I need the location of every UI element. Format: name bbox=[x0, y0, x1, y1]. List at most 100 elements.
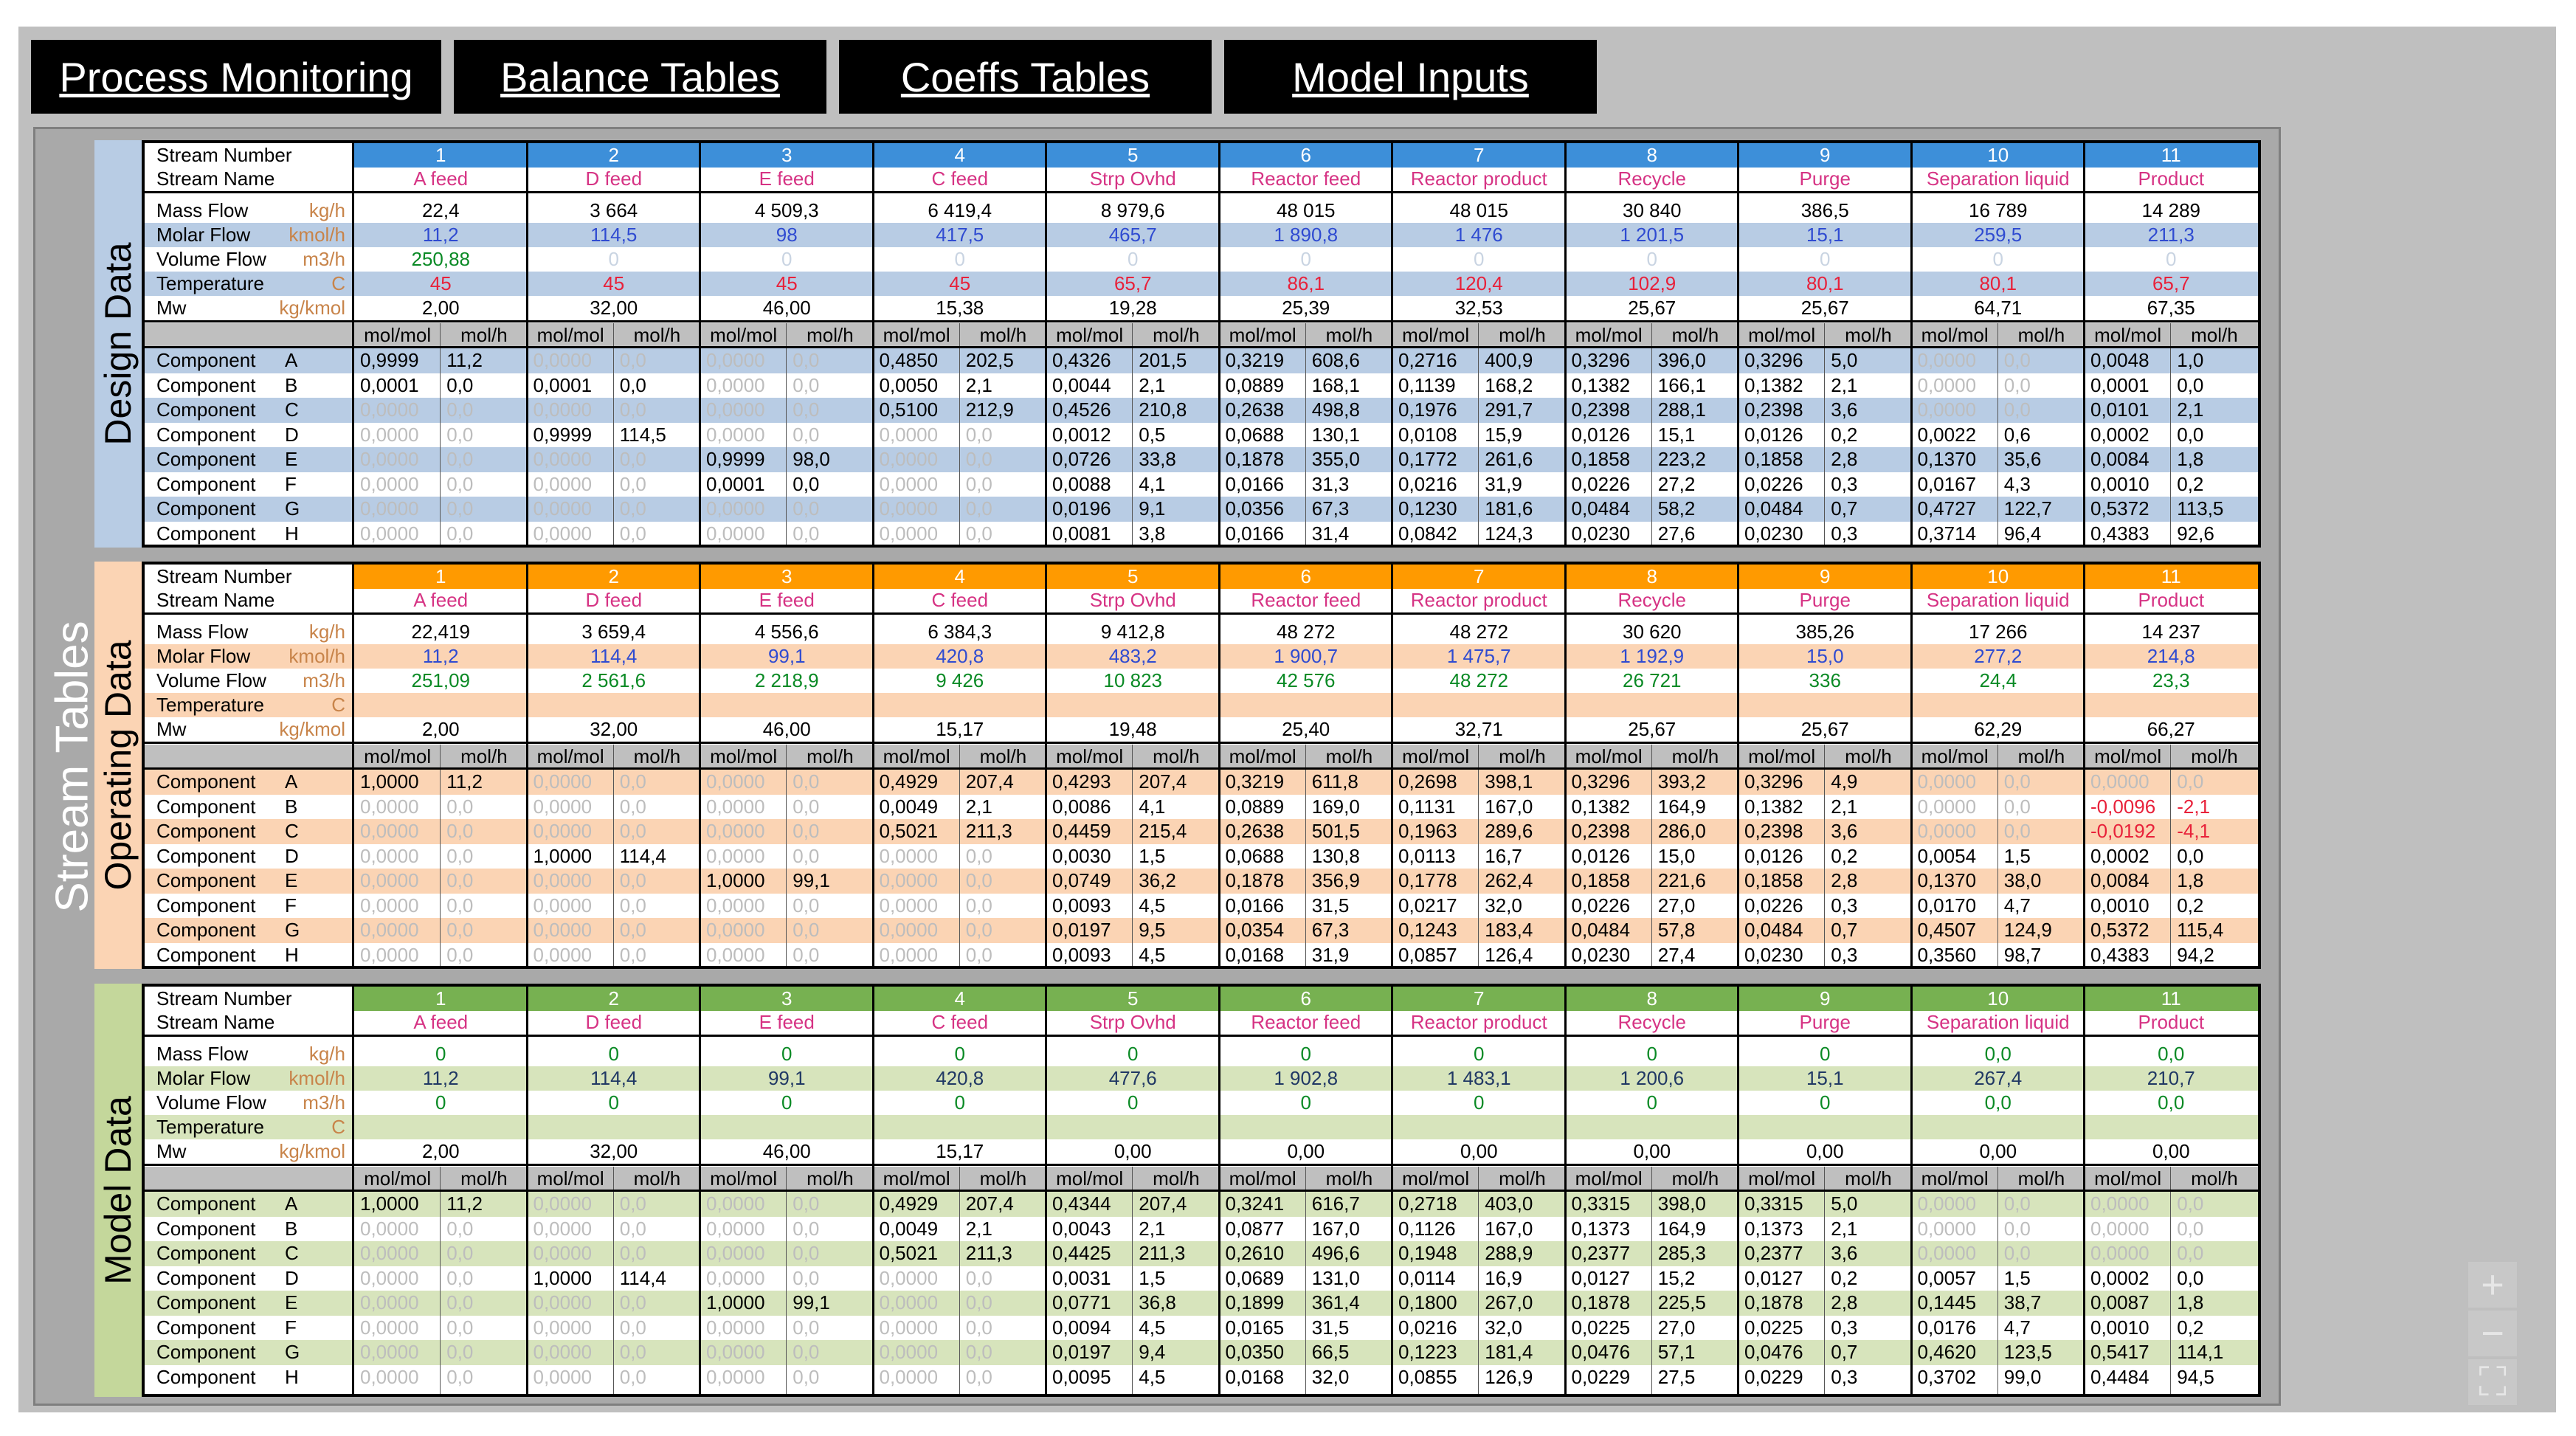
molfrac-value: 0,0000 bbox=[360, 1341, 419, 1363]
stream-number-cell: 7 bbox=[1392, 987, 1566, 1011]
molflow-value: 0,0 bbox=[2003, 770, 2031, 793]
volume-flow-value: 23,3 bbox=[2152, 669, 2190, 691]
component-letter: H bbox=[285, 943, 299, 966]
grid-line bbox=[1651, 1167, 1652, 1394]
molflow-value: 181,4 bbox=[1485, 1341, 1533, 1363]
mw-value: 25,40 bbox=[1282, 718, 1330, 740]
molar-flow-value: 214,8 bbox=[2147, 645, 2195, 667]
molfrac-value: 0,0057 bbox=[1917, 1266, 1977, 1289]
mw-value: 0,00 bbox=[1113, 1140, 1152, 1162]
molfrac-value: 0,3296 bbox=[1744, 770, 1803, 793]
molflow-value: 0,0 bbox=[619, 398, 646, 421]
molfrac-value: 0,0000 bbox=[533, 472, 593, 495]
molfrac-value: 0,0000 bbox=[879, 1266, 939, 1289]
volume-flow-value: 0 bbox=[1128, 1091, 1139, 1114]
molflow-value: 396,0 bbox=[1657, 349, 1706, 371]
molfrac-value: 0,0000 bbox=[533, 1341, 593, 1363]
molfrac-value: 0,0000 bbox=[706, 770, 765, 793]
molfrac-value: 0,9999 bbox=[360, 349, 419, 371]
molflow-value: 9,1 bbox=[1139, 497, 1166, 519]
nav-coeffs-tables[interactable]: Coeffs Tables bbox=[839, 40, 1212, 114]
molar-flow-value: 1 483,1 bbox=[1446, 1067, 1511, 1089]
molfrac-value: -0,0096 bbox=[2090, 795, 2156, 818]
molflow-header: mol/h bbox=[807, 324, 854, 346]
molfrac-value: 0,0010 bbox=[2090, 894, 2149, 917]
molfrac-value: 0,2377 bbox=[1744, 1242, 1803, 1264]
temperature-value bbox=[874, 693, 1047, 717]
component-label: Component bbox=[156, 1217, 256, 1240]
molflow-value: 0,2 bbox=[2177, 1316, 2204, 1339]
nav-process-monitoring[interactable]: Process Monitoring bbox=[31, 40, 441, 114]
mass-flow-value: 14 237 bbox=[2141, 621, 2201, 643]
molfrac-value: 0,5100 bbox=[879, 398, 939, 421]
molflow-value: 58,2 bbox=[1657, 497, 1696, 519]
grid-line bbox=[1045, 143, 1047, 545]
grid-line bbox=[352, 565, 354, 966]
molflow-value: 0,0 bbox=[965, 448, 992, 470]
molfrac-header: mol/mol bbox=[364, 1167, 432, 1190]
molflow-value: 9,4 bbox=[1139, 1341, 1166, 1363]
molfrac-value: 0,0000 bbox=[360, 1266, 419, 1289]
grid-line bbox=[1910, 565, 1913, 966]
molfrac-value: 0,3560 bbox=[1917, 943, 1977, 966]
zoom-in-button[interactable]: + bbox=[2468, 1262, 2517, 1308]
mass-flow-value: 4 556,6 bbox=[754, 621, 819, 643]
molfrac-value: 0,4484 bbox=[2090, 1365, 2149, 1388]
molfrac-value: 0,0000 bbox=[533, 497, 593, 519]
molflow-value: 67,3 bbox=[1311, 919, 1350, 941]
grid-line bbox=[1824, 323, 1826, 545]
temperature-unit: C bbox=[331, 1116, 345, 1138]
molflow-value: 5,0 bbox=[1831, 1192, 1858, 1215]
mass-flow-value: 0 bbox=[1646, 1043, 1657, 1065]
molflow-value: 0,0 bbox=[619, 1192, 646, 1215]
mw-value: 67,35 bbox=[2147, 297, 2195, 319]
molfrac-value: 0,1382 bbox=[1744, 795, 1803, 818]
molar-flow-label: Molar Flow bbox=[156, 1067, 251, 1089]
molflow-value: 2,1 bbox=[1831, 373, 1858, 396]
molfrac-header: mol/mol bbox=[1229, 324, 1296, 346]
grid-line bbox=[145, 612, 2258, 615]
molflow-value: 498,8 bbox=[1311, 398, 1360, 421]
molflow-value: 0,3 bbox=[1831, 894, 1858, 917]
molfrac-value: 0,0000 bbox=[533, 1291, 593, 1314]
component-row: Component G 0,0000 0,0 0,0000 0,0 0,0000 0,0 0,0… bbox=[145, 1340, 2258, 1365]
temperature-value bbox=[1392, 1115, 1566, 1139]
mw-value: 15,17 bbox=[936, 1140, 984, 1162]
stream-number-cell: 5 bbox=[1046, 987, 1220, 1011]
nav-balance-tables[interactable]: Balance Tables bbox=[454, 40, 826, 114]
molfrac-header: mol/mol bbox=[883, 1167, 950, 1190]
grid-line bbox=[871, 143, 874, 545]
molfrac-value: 0,5021 bbox=[879, 820, 939, 842]
mw-value: 46,00 bbox=[762, 1140, 811, 1162]
molflow-value: 0,6 bbox=[2003, 423, 2031, 446]
volume-flow-unit: m3/h bbox=[303, 1091, 345, 1114]
component-label: Component bbox=[156, 894, 256, 917]
grid-line bbox=[145, 767, 2258, 770]
stream-name-cell: Reactor product bbox=[1410, 168, 1547, 190]
molfrac-value: 0,0749 bbox=[1052, 869, 1111, 891]
fit-to-screen-button[interactable]: ⛶ bbox=[2468, 1359, 2517, 1405]
molflow-value: 0,0 bbox=[965, 894, 992, 917]
molflow-value: 0,0 bbox=[446, 1341, 474, 1363]
zoom-out-button[interactable]: − bbox=[2468, 1311, 2517, 1356]
molflow-value: 0,0 bbox=[446, 423, 474, 446]
mw-value: 46,00 bbox=[762, 718, 811, 740]
stream-number-row: Stream Number 1 2 3 4 5 6 7 8 9 10 11 bbox=[145, 565, 2258, 589]
molfrac-header: mol/mol bbox=[1748, 324, 1816, 346]
nav-model-inputs[interactable]: Model Inputs bbox=[1224, 40, 1597, 114]
molfrac-value: 0,0688 bbox=[1225, 423, 1285, 446]
molflow-value: 0,0 bbox=[793, 423, 820, 446]
stream-name-cell: Recycle bbox=[1617, 589, 1686, 611]
molar-flow-value: 277,2 bbox=[1974, 645, 2023, 667]
molfrac-value: 0,1800 bbox=[1398, 1291, 1457, 1314]
stream-name-cell: Reactor feed bbox=[1251, 589, 1361, 611]
molflow-value: 122,7 bbox=[2003, 497, 2052, 519]
molflow-value: 0,0 bbox=[2003, 795, 2031, 818]
stream-number-cell: 11 bbox=[2085, 987, 2258, 1011]
molflow-value: 207,4 bbox=[1139, 770, 1187, 793]
stream-number-cell: 1 bbox=[354, 565, 528, 589]
temperature-value bbox=[1566, 1115, 1739, 1139]
molflow-value: 0,2 bbox=[1831, 1266, 1858, 1289]
stream-name-cell: Recycle bbox=[1617, 1011, 1686, 1033]
mass-flow-row: Mass Flow kg/h 22,419 3 659,4 4 556,6 6 384,3… bbox=[145, 620, 2258, 644]
